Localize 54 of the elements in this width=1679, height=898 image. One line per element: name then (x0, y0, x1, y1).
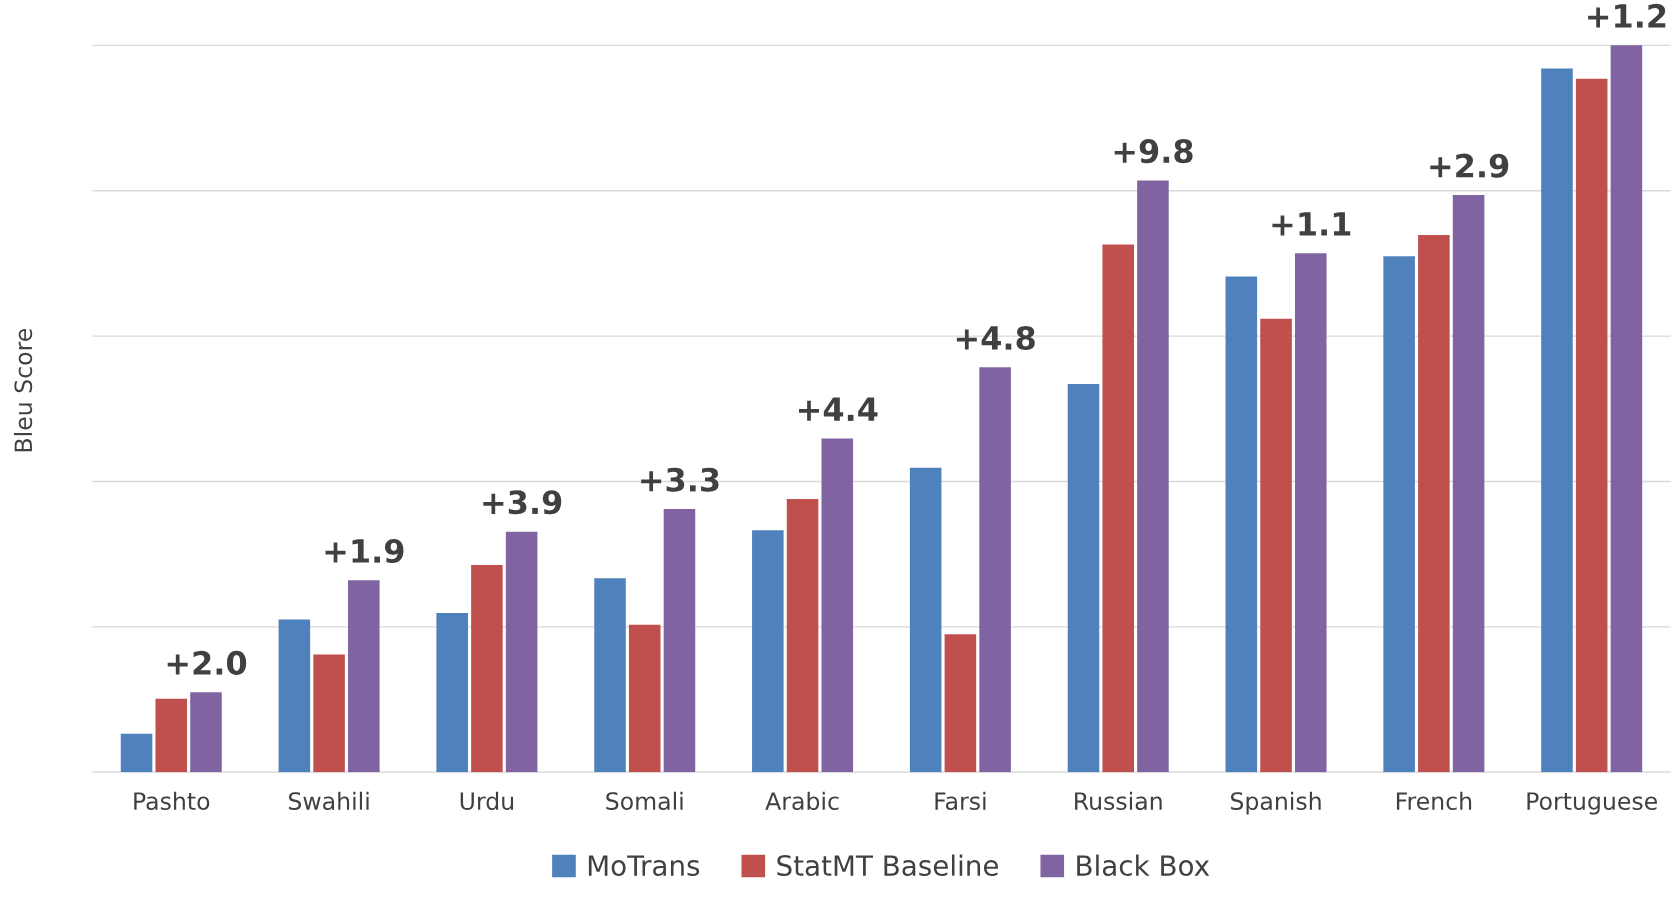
bar (278, 619, 311, 773)
bar (821, 438, 854, 773)
bar (594, 578, 626, 773)
x-tick-label: Farsi (935, 791, 986, 810)
annotation: +1.9 (325, 538, 404, 564)
bar (1294, 253, 1327, 773)
y-axis-title: Bleu Score (13, 328, 33, 452)
bar (120, 733, 153, 773)
annotation: +9.8 (1114, 139, 1193, 164)
bar (1260, 318, 1292, 773)
bar (471, 565, 503, 773)
annotation: +1.1 (1272, 212, 1351, 236)
bar (1610, 45, 1643, 773)
bar (1225, 276, 1258, 773)
legend-label: StatMT Baseline (777, 854, 999, 877)
bar (155, 698, 188, 773)
annotation: +3.9 (483, 490, 562, 515)
bar (505, 531, 538, 773)
bar (1067, 384, 1100, 773)
bar (752, 530, 784, 773)
bar (1418, 235, 1450, 773)
bar (909, 467, 942, 773)
x-tick-label: Portuguese (1527, 792, 1657, 815)
annotation: +3.3 (641, 467, 719, 492)
x-tick-label: Russian (1075, 791, 1162, 810)
bar (313, 654, 345, 773)
x-tick-label: French (1396, 791, 1472, 810)
bar (663, 509, 696, 773)
legend-label: MoTrans (588, 855, 700, 877)
x-tick-label: Urdu (460, 791, 514, 810)
bar (1452, 195, 1485, 773)
bar (944, 634, 977, 773)
bar (348, 580, 380, 773)
x-tick-label: Pashto (134, 791, 210, 810)
bar (628, 624, 661, 773)
x-tick-label: Spanish (1230, 791, 1321, 815)
annotation: +4.4 (798, 397, 878, 421)
annotation: +2.0 (167, 650, 247, 676)
x-tick-label: Somali (606, 791, 683, 810)
bar (1137, 180, 1169, 773)
bar (1575, 78, 1608, 773)
text: +1.2 (1588, 3, 1666, 28)
bar (190, 692, 222, 773)
annotation: +4.8 (956, 325, 1035, 351)
bar (436, 613, 468, 773)
bar (1102, 244, 1134, 773)
legend-label: Black Box (1077, 854, 1210, 877)
x-tick-label: Swahili (288, 791, 369, 810)
bar (1383, 256, 1415, 773)
bar (979, 367, 1011, 773)
bar (786, 498, 819, 773)
annotation: +2.9 (1430, 153, 1509, 178)
x-tick-label: Arabic (765, 791, 839, 810)
bar (1541, 68, 1573, 773)
